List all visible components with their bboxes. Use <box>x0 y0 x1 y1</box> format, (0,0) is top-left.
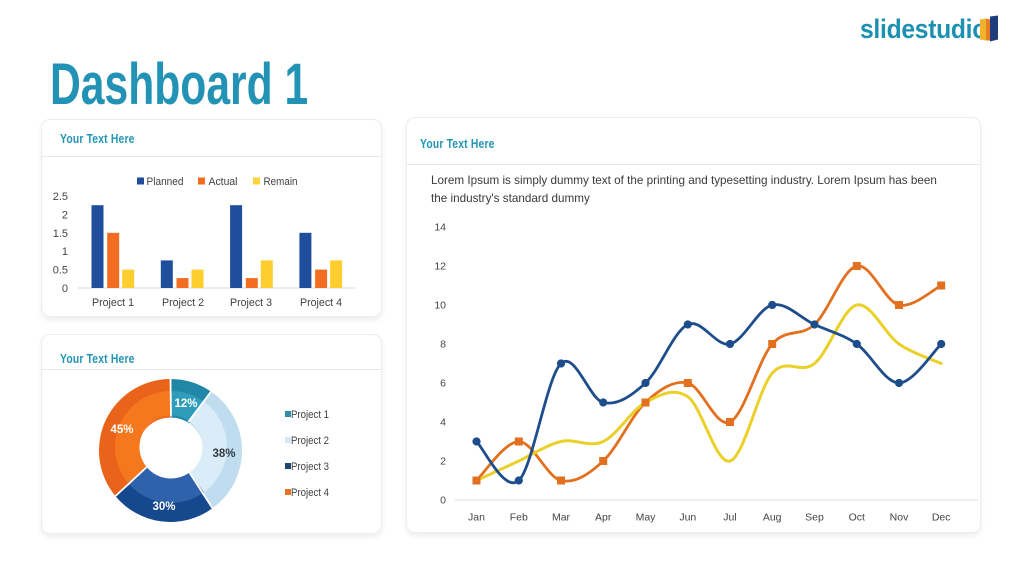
svg-text:1: 1 <box>62 246 68 258</box>
svg-text:30%: 30% <box>152 501 175 513</box>
svg-text:0.5: 0.5 <box>53 265 68 277</box>
svg-text:1.5: 1.5 <box>53 228 68 240</box>
svg-text:Actual: Actual <box>209 176 238 188</box>
svg-text:12: 12 <box>434 261 446 273</box>
svg-text:2: 2 <box>440 456 446 468</box>
svg-text:6: 6 <box>440 378 446 390</box>
svg-text:2.5: 2.5 <box>53 191 68 203</box>
svg-text:14: 14 <box>434 222 446 234</box>
svg-text:Aug: Aug <box>763 512 782 524</box>
svg-text:Project 1: Project 1 <box>291 409 329 421</box>
svg-text:Project 4: Project 4 <box>291 487 329 499</box>
svg-text:12%: 12% <box>174 398 197 410</box>
svg-text:Project 3: Project 3 <box>230 297 272 309</box>
svg-text:Apr: Apr <box>595 512 612 524</box>
svg-text:Mar: Mar <box>552 512 571 524</box>
svg-text:May: May <box>636 512 657 524</box>
svg-text:2: 2 <box>62 209 68 221</box>
svg-text:45%: 45% <box>110 424 133 436</box>
svg-text:0: 0 <box>440 495 446 507</box>
svg-text:8: 8 <box>440 339 446 351</box>
svg-text:4: 4 <box>440 417 446 429</box>
svg-text:Project 2: Project 2 <box>162 297 204 309</box>
svg-text:0: 0 <box>62 283 68 295</box>
svg-text:Project 3: Project 3 <box>291 461 329 473</box>
svg-text:Oct: Oct <box>849 512 865 524</box>
svg-text:Remain: Remain <box>264 176 298 188</box>
svg-text:Jun: Jun <box>679 512 696 524</box>
svg-text:Planned: Planned <box>147 176 184 188</box>
svg-text:Dec: Dec <box>932 512 951 524</box>
svg-text:10: 10 <box>434 300 446 312</box>
svg-text:Project 2: Project 2 <box>291 435 329 447</box>
svg-text:Sep: Sep <box>805 512 824 524</box>
svg-text:Feb: Feb <box>510 512 528 524</box>
svg-text:Project 1: Project 1 <box>92 297 134 309</box>
svg-text:Jul: Jul <box>723 512 736 524</box>
svg-text:Project 4: Project 4 <box>300 297 342 309</box>
svg-text:Nov: Nov <box>890 512 909 524</box>
svg-text:Jan: Jan <box>468 512 485 524</box>
svg-text:38%: 38% <box>212 448 235 460</box>
